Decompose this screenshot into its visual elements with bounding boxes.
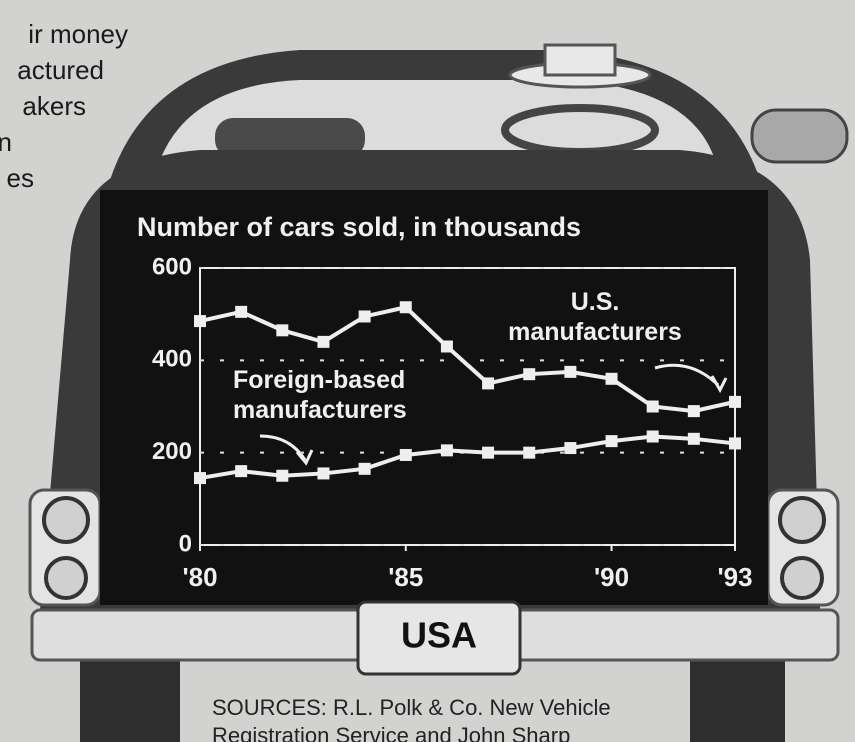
x-tick-label: '93 <box>717 562 752 592</box>
light <box>780 498 824 542</box>
body-text: akers <box>22 91 86 121</box>
point <box>564 442 576 454</box>
y-tick-label: 200 <box>152 438 192 465</box>
point <box>729 396 741 408</box>
point <box>523 368 535 380</box>
x-tick-label: '90 <box>594 562 629 592</box>
point <box>359 310 371 322</box>
body-text: actured <box>17 55 104 85</box>
point <box>647 401 659 413</box>
y-tick-label: 0 <box>179 530 192 557</box>
light <box>44 498 88 542</box>
sources: Registration Service and John Sharp <box>212 723 570 742</box>
point <box>523 447 535 459</box>
light <box>782 558 822 598</box>
point <box>194 472 206 484</box>
point <box>482 377 494 389</box>
body-text: ir money <box>28 19 128 49</box>
point <box>688 433 700 445</box>
point <box>441 444 453 456</box>
point <box>317 467 329 479</box>
body-text: n <box>0 127 12 157</box>
plate-text: USA <box>401 615 477 656</box>
point <box>276 470 288 482</box>
sources: SOURCES: R.L. Polk & Co. New Vehicle <box>212 695 611 720</box>
tire <box>80 650 180 742</box>
point <box>359 463 371 475</box>
infographic: USA SOURCES: R.L. Polk & Co. New Vehicle… <box>0 0 855 742</box>
point <box>441 340 453 352</box>
y-tick-label: 600 <box>152 253 192 280</box>
point <box>564 366 576 378</box>
point <box>276 324 288 336</box>
chart-title: Number of cars sold, in thousands <box>137 212 581 242</box>
point <box>647 431 659 443</box>
point <box>400 449 412 461</box>
mirror <box>752 110 847 162</box>
point <box>688 405 700 417</box>
x-tick-label: '80 <box>182 562 217 592</box>
point <box>729 437 741 449</box>
body-text: es <box>7 163 34 193</box>
point <box>606 373 618 385</box>
point <box>235 465 247 477</box>
y-tick-label: 400 <box>152 346 192 373</box>
point <box>482 447 494 459</box>
point <box>606 435 618 447</box>
hat-top <box>545 45 615 75</box>
point <box>317 336 329 348</box>
light <box>46 558 86 598</box>
x-tick-label: '85 <box>388 562 423 592</box>
point <box>194 315 206 327</box>
point <box>400 301 412 313</box>
tire <box>690 650 785 742</box>
point <box>235 306 247 318</box>
